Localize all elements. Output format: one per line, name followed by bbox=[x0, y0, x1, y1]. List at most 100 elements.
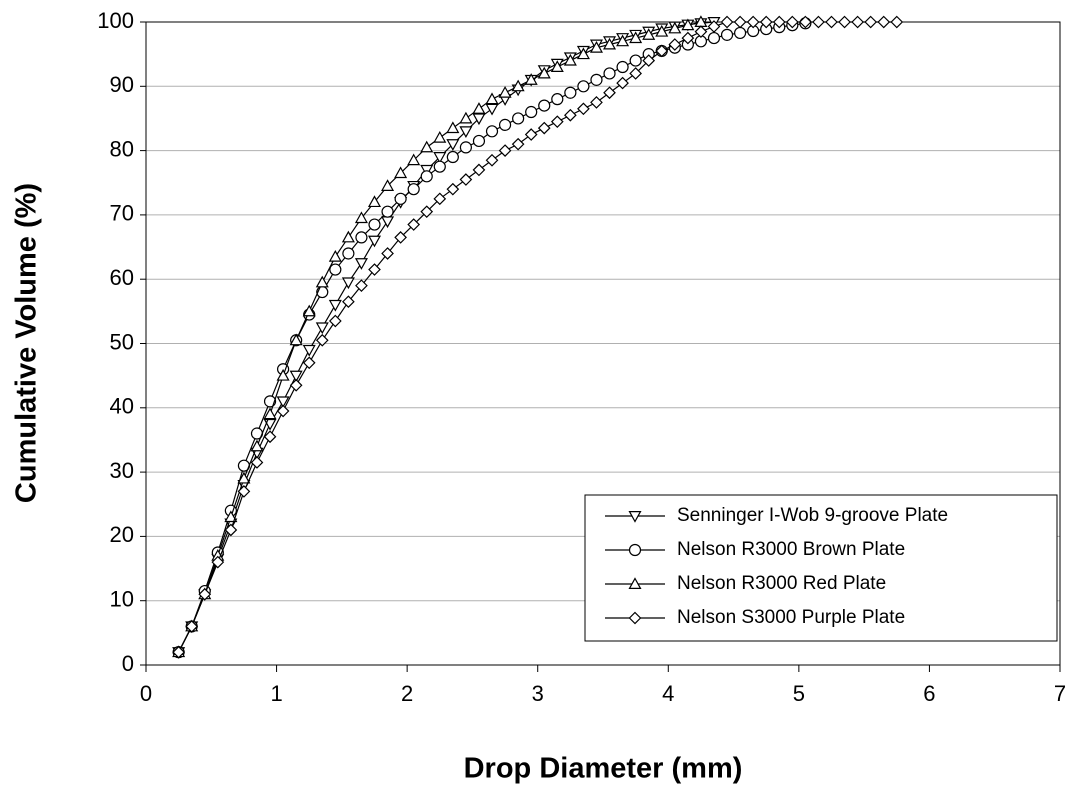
data-point bbox=[367, 195, 382, 208]
data-point bbox=[472, 134, 486, 148]
x-tick-label: 5 bbox=[793, 681, 805, 706]
x-tick-label: 4 bbox=[662, 681, 674, 706]
y-tick-label: 70 bbox=[110, 201, 134, 226]
data-point bbox=[315, 333, 329, 347]
data-point bbox=[355, 279, 368, 292]
data-point bbox=[851, 15, 864, 29]
x-tick-label: 7 bbox=[1054, 681, 1066, 706]
y-tick-label: 10 bbox=[110, 587, 134, 612]
y-tick-label: 40 bbox=[110, 394, 134, 419]
data-point bbox=[459, 141, 472, 154]
y-tick-label: 50 bbox=[110, 329, 134, 354]
data-point bbox=[302, 356, 316, 370]
legend-marker bbox=[628, 611, 642, 625]
data-point bbox=[433, 192, 447, 206]
data-point bbox=[185, 620, 199, 633]
data-point bbox=[329, 263, 342, 276]
x-tick-label: 1 bbox=[270, 681, 282, 706]
data-point bbox=[799, 15, 812, 29]
data-point bbox=[302, 344, 316, 357]
data-point bbox=[681, 18, 695, 31]
data-point bbox=[433, 131, 447, 143]
data-point bbox=[407, 183, 420, 196]
data-point bbox=[433, 152, 447, 164]
data-point bbox=[577, 102, 590, 116]
data-point bbox=[746, 15, 760, 29]
data-point bbox=[603, 37, 617, 50]
data-point bbox=[381, 205, 394, 218]
data-point bbox=[276, 368, 290, 381]
y-axis-title: Cumulative Volume (%) bbox=[11, 183, 43, 503]
data-point bbox=[550, 115, 564, 129]
data-point bbox=[263, 407, 277, 420]
data-point bbox=[642, 28, 656, 40]
data-point bbox=[498, 144, 512, 157]
data-point bbox=[485, 103, 499, 116]
y-tick-label: 0 bbox=[122, 651, 134, 676]
data-point bbox=[694, 25, 708, 38]
legend-box bbox=[584, 494, 1058, 642]
data-point bbox=[864, 15, 878, 29]
legend-marker bbox=[628, 543, 642, 557]
data-point bbox=[825, 15, 838, 29]
plot-frame bbox=[145, 21, 1061, 666]
legend-label: Nelson R3000 Brown Plate bbox=[677, 539, 905, 560]
data-point bbox=[381, 179, 395, 191]
data-point bbox=[603, 86, 616, 100]
data-point bbox=[537, 66, 551, 79]
y-tick-label: 60 bbox=[110, 265, 134, 290]
data-point bbox=[707, 20, 721, 33]
data-point bbox=[772, 15, 786, 29]
y-tick-label: 30 bbox=[110, 458, 134, 483]
data-point bbox=[538, 99, 551, 112]
data-point bbox=[354, 258, 368, 270]
data-point bbox=[616, 34, 630, 47]
data-point bbox=[498, 85, 512, 98]
data-point bbox=[394, 166, 408, 179]
data-point bbox=[237, 485, 251, 498]
data-point bbox=[433, 160, 446, 173]
data-point bbox=[263, 395, 277, 408]
data-point bbox=[511, 79, 525, 92]
data-point bbox=[550, 60, 564, 73]
data-point bbox=[250, 439, 264, 452]
data-point bbox=[590, 96, 603, 109]
data-point bbox=[198, 587, 212, 601]
data-point bbox=[590, 73, 603, 86]
data-point bbox=[681, 31, 695, 45]
data-point bbox=[367, 235, 382, 248]
data-point bbox=[655, 44, 669, 58]
data-point bbox=[720, 28, 734, 41]
data-point bbox=[342, 295, 355, 309]
legend-marker bbox=[628, 511, 642, 523]
x-tick-label: 3 bbox=[532, 681, 544, 706]
data-point bbox=[511, 137, 525, 151]
data-point bbox=[315, 322, 329, 335]
y-tick-label: 100 bbox=[97, 8, 134, 33]
data-point bbox=[289, 370, 303, 383]
data-point bbox=[812, 15, 825, 29]
data-point bbox=[733, 26, 747, 40]
data-point bbox=[485, 153, 499, 167]
data-point bbox=[420, 140, 434, 153]
data-point bbox=[341, 277, 355, 290]
data-point bbox=[629, 54, 642, 67]
data-point bbox=[342, 247, 355, 260]
data-point bbox=[472, 113, 486, 126]
data-point bbox=[328, 299, 342, 312]
x-tick-label: 2 bbox=[401, 681, 413, 706]
data-point bbox=[629, 67, 642, 80]
data-point bbox=[276, 404, 290, 418]
data-point bbox=[394, 192, 407, 205]
data-point bbox=[563, 53, 577, 66]
data-point bbox=[328, 249, 342, 262]
data-point bbox=[759, 15, 773, 29]
data-point bbox=[629, 31, 643, 44]
data-point bbox=[459, 126, 473, 139]
data-point bbox=[564, 86, 577, 99]
x-tick-label: 0 bbox=[140, 681, 152, 706]
data-point bbox=[224, 523, 238, 537]
data-point bbox=[785, 15, 799, 29]
data-point bbox=[472, 163, 486, 177]
